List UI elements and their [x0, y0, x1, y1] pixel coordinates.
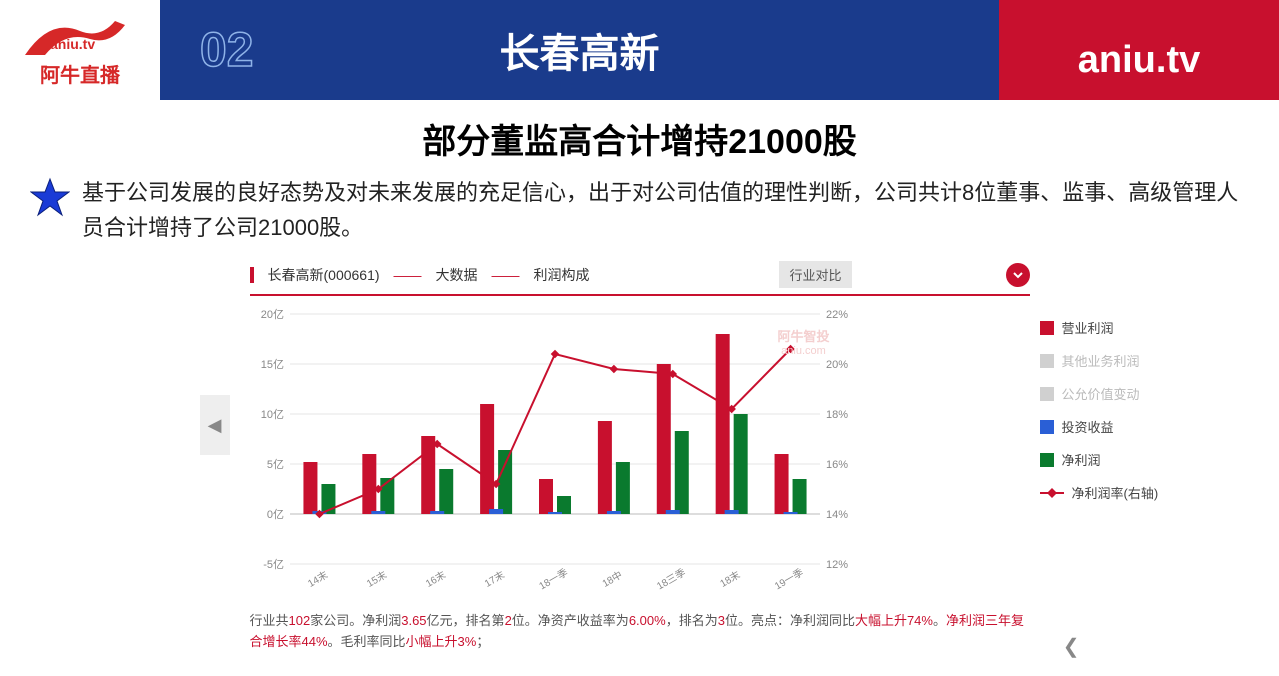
nav-bigdata[interactable]: 大数据: [436, 265, 478, 285]
svg-text:18%: 18%: [826, 409, 848, 421]
svg-text:aniu.tv: aniu.tv: [50, 36, 95, 52]
page-title: 长春高新: [500, 21, 660, 79]
svg-text:16末: 16末: [423, 568, 448, 590]
logo-subtext: 阿牛直播: [40, 59, 120, 88]
legend-item[interactable]: 净利润率(右轴): [1040, 483, 1190, 502]
legend-item[interactable]: 其他业务利润: [1040, 351, 1190, 370]
star-icon: [30, 177, 70, 217]
svg-text:-5亿: -5亿: [263, 558, 284, 571]
svg-text:20亿: 20亿: [260, 308, 283, 321]
accent-bar: [250, 267, 254, 283]
subtitle: 部分董监高合计增持21000股: [30, 114, 1249, 163]
svg-text:16%: 16%: [826, 459, 848, 471]
content: 部分董监高合计增持21000股 基于公司发展的良好态势及对未来发展的充足信心，出…: [0, 100, 1279, 663]
footnote: 行业共102家公司。净利润3.65亿元，排名第2位。净资产收益率为6.00%，排…: [250, 611, 1030, 653]
section-number: 02: [200, 23, 253, 78]
chart-zone: ◀ 长春高新(000661) —— 大数据 —— 利润构成 行业对比 阿牛智投 …: [250, 255, 1030, 653]
legend: 营业利润其他业务利润公允价值变动投资收益净利润净利润率(右轴): [1040, 318, 1190, 516]
logo-icon: aniu.tv: [20, 13, 140, 61]
legend-item[interactable]: 营业利润: [1040, 318, 1190, 337]
svg-text:15末: 15末: [364, 568, 389, 590]
breadcrumb-divider: ——: [492, 267, 520, 283]
svg-text:10亿: 10亿: [260, 408, 283, 421]
svg-text:18三季: 18三季: [654, 567, 687, 593]
svg-text:17末: 17末: [481, 568, 506, 590]
prev-button[interactable]: ◀: [200, 395, 230, 455]
svg-text:15亿: 15亿: [260, 358, 283, 371]
svg-text:14%: 14%: [826, 509, 848, 521]
svg-text:18一季: 18一季: [537, 567, 570, 593]
description-text: 基于公司发展的良好态势及对未来发展的充足信心，出于对公司估值的理性判断，公司共计…: [82, 175, 1249, 245]
stock-label: 长春高新(000661): [268, 265, 380, 285]
legend-item[interactable]: 净利润: [1040, 450, 1190, 469]
svg-text:22%: 22%: [826, 309, 848, 321]
chart-wrap: 阿牛智投 aniu.com -5亿0亿5亿10亿15亿20亿12%14%16%1…: [250, 300, 1030, 605]
chart-header: 长春高新(000661) —— 大数据 —— 利润构成 行业对比: [250, 255, 1030, 296]
compare-button[interactable]: 行业对比: [779, 261, 851, 288]
expand-icon[interactable]: [1006, 263, 1030, 287]
svg-text:5亿: 5亿: [266, 458, 283, 471]
next-button[interactable]: ❮: [1063, 634, 1080, 659]
svg-text:0亿: 0亿: [266, 508, 283, 521]
header-brand-box: aniu.tv: [999, 0, 1279, 100]
legend-item[interactable]: 投资收益: [1040, 417, 1190, 436]
profit-chart: -5亿 0亿 5亿 10亿 15亿 20亿 12% 14% 16% 18% 20% 22% 14末 15末…: [250, 300, 860, 600]
svg-text:14末: 14末: [305, 568, 330, 590]
svg-text:20%: 20%: [826, 359, 848, 371]
header-bar: aniu.tv 阿牛直播 02 长春高新 aniu.tv: [0, 0, 1279, 100]
header-mid: 02 长春高新: [160, 0, 999, 100]
svg-text:18中: 18中: [599, 568, 624, 590]
breadcrumb-divider: ——: [394, 267, 422, 283]
svg-text:19一季: 19一季: [772, 567, 805, 593]
legend-item[interactable]: 公允价值变动: [1040, 384, 1190, 403]
svg-text:12%: 12%: [826, 559, 848, 571]
svg-text:18末: 18末: [717, 568, 742, 590]
nav-profit[interactable]: 利润构成: [534, 265, 590, 285]
brand-text: aniu.tv: [1078, 39, 1200, 82]
logo-box: aniu.tv 阿牛直播: [0, 0, 160, 100]
description-row: 基于公司发展的良好态势及对未来发展的充足信心，出于对公司估值的理性判断，公司共计…: [30, 175, 1249, 245]
